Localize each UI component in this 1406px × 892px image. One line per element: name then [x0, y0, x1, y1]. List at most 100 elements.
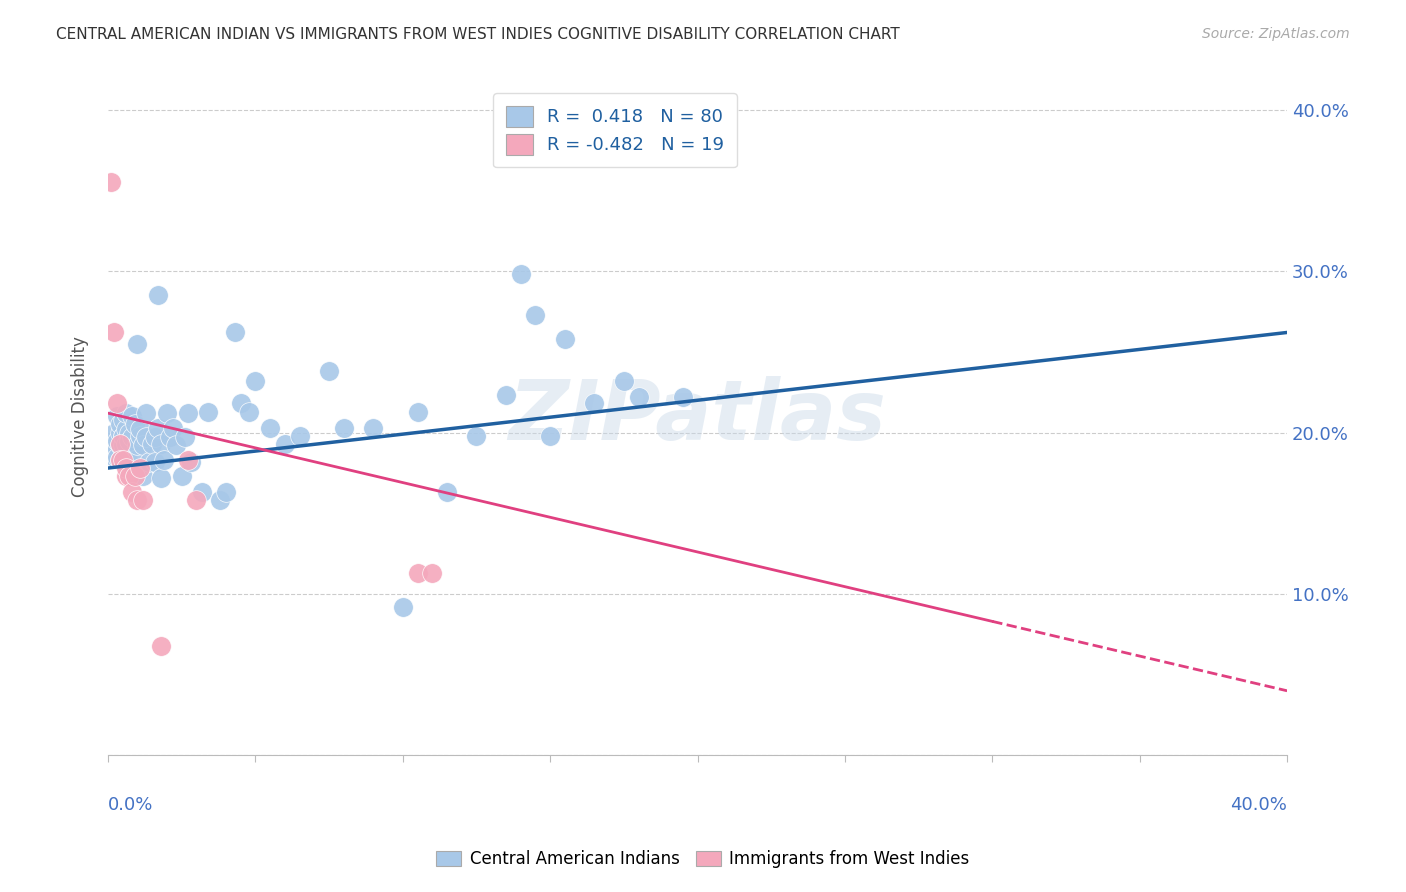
- Y-axis label: Cognitive Disability: Cognitive Disability: [72, 336, 89, 497]
- Point: [274, 437, 297, 451]
- Point: [103, 438, 125, 452]
- Point: [138, 454, 160, 468]
- Point: [105, 442, 128, 456]
- Point: [176, 453, 198, 467]
- Point: [111, 429, 134, 443]
- Point: [124, 453, 146, 467]
- Point: [229, 396, 252, 410]
- Point: [117, 429, 139, 443]
- Point: [124, 417, 146, 432]
- Legend: Central American Indians, Immigrants from West Indies: Central American Indians, Immigrants fro…: [430, 844, 976, 875]
- Point: [524, 308, 547, 322]
- Point: [103, 425, 125, 440]
- Point: [127, 493, 149, 508]
- Point: [165, 438, 187, 452]
- Point: [129, 422, 152, 436]
- Point: [554, 332, 576, 346]
- Point: [111, 453, 134, 467]
- Point: [108, 425, 131, 440]
- Point: [108, 453, 131, 467]
- Point: [108, 417, 131, 432]
- Text: ZIPatlas: ZIPatlas: [509, 376, 886, 457]
- Point: [420, 566, 443, 580]
- Point: [117, 434, 139, 448]
- Point: [224, 326, 246, 340]
- Point: [361, 420, 384, 434]
- Text: 40.0%: 40.0%: [1230, 796, 1286, 814]
- Point: [114, 469, 136, 483]
- Point: [132, 469, 155, 483]
- Point: [127, 438, 149, 452]
- Point: [406, 404, 429, 418]
- Point: [391, 599, 413, 614]
- Point: [105, 450, 128, 464]
- Point: [146, 420, 169, 434]
- Point: [318, 364, 340, 378]
- Point: [114, 437, 136, 451]
- Point: [180, 454, 202, 468]
- Point: [121, 409, 143, 424]
- Point: [186, 493, 208, 508]
- Point: [333, 420, 356, 434]
- Point: [150, 437, 173, 451]
- Point: [108, 453, 131, 467]
- Point: [114, 406, 136, 420]
- Point: [100, 175, 122, 189]
- Point: [191, 485, 214, 500]
- Point: [197, 404, 219, 418]
- Point: [117, 454, 139, 468]
- Point: [105, 434, 128, 448]
- Text: 0.0%: 0.0%: [108, 796, 153, 814]
- Point: [124, 469, 146, 483]
- Legend: R =  0.418   N = 80, R = -0.482   N = 19: R = 0.418 N = 80, R = -0.482 N = 19: [494, 94, 737, 168]
- Point: [495, 388, 517, 402]
- Point: [100, 442, 122, 456]
- Point: [465, 429, 488, 443]
- Point: [103, 326, 125, 340]
- Point: [135, 430, 157, 444]
- Point: [135, 406, 157, 420]
- Point: [111, 412, 134, 426]
- Point: [132, 438, 155, 452]
- Point: [146, 288, 169, 302]
- Point: [406, 566, 429, 580]
- Point: [129, 461, 152, 475]
- Point: [143, 430, 166, 444]
- Point: [170, 469, 193, 483]
- Point: [173, 430, 195, 444]
- Point: [105, 409, 128, 424]
- Point: [156, 406, 179, 420]
- Point: [150, 639, 173, 653]
- Point: [176, 406, 198, 420]
- Point: [114, 461, 136, 475]
- Point: [108, 438, 131, 452]
- Point: [159, 430, 181, 444]
- Point: [150, 471, 173, 485]
- Point: [127, 336, 149, 351]
- Point: [583, 396, 606, 410]
- Point: [114, 422, 136, 436]
- Point: [111, 429, 134, 443]
- Point: [103, 450, 125, 464]
- Text: Source: ZipAtlas.com: Source: ZipAtlas.com: [1202, 27, 1350, 41]
- Point: [162, 420, 184, 434]
- Point: [208, 493, 231, 508]
- Text: CENTRAL AMERICAN INDIAN VS IMMIGRANTS FROM WEST INDIES COGNITIVE DISABILITY CORR: CENTRAL AMERICAN INDIAN VS IMMIGRANTS FR…: [56, 27, 900, 42]
- Point: [141, 437, 163, 451]
- Point: [121, 430, 143, 444]
- Point: [245, 374, 267, 388]
- Point: [132, 493, 155, 508]
- Point: [509, 268, 531, 282]
- Point: [129, 429, 152, 443]
- Point: [121, 485, 143, 500]
- Point: [108, 437, 131, 451]
- Point: [117, 469, 139, 483]
- Point: [436, 485, 458, 500]
- Point: [613, 374, 636, 388]
- Point: [215, 485, 238, 500]
- Point: [111, 438, 134, 452]
- Point: [288, 429, 311, 443]
- Point: [117, 425, 139, 440]
- Point: [114, 453, 136, 467]
- Point: [259, 420, 281, 434]
